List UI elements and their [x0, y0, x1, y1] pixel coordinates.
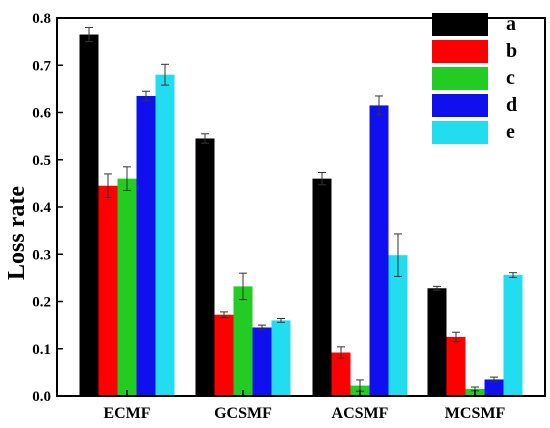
bar-a-gcsmf [195, 138, 215, 397]
bar-d-gcsmf [252, 327, 272, 396]
y-tick-label: 0.4 [32, 200, 51, 216]
legend-label-d: d [506, 94, 517, 116]
bar-d-acsmf [369, 105, 389, 396]
y-tick-label: 0.7 [32, 58, 51, 74]
legend-swatch-d [432, 94, 488, 117]
bar-a-ecmf [79, 34, 99, 396]
bar-group [79, 26, 523, 397]
bar-c-ecmf [117, 178, 137, 396]
legend-label-a: a [506, 13, 516, 35]
legend-swatch-b [432, 40, 488, 63]
bar-e-acsmf [388, 255, 408, 396]
y-axis-label: Loss rate [4, 186, 30, 280]
y-tick-label: 0.0 [32, 389, 51, 405]
legend-label-c: c [506, 67, 515, 89]
legend-label-b: b [506, 40, 517, 62]
bar-e-gcsmf [271, 320, 291, 396]
x-tick-label: GCSMF [214, 405, 272, 422]
x-tick-label: MCSMF [445, 405, 506, 422]
legend-swatch-a [432, 13, 488, 36]
legend-swatch-e [432, 121, 488, 144]
bar-b-gcsmf [214, 314, 234, 396]
y-tick-label: 0.6 [32, 106, 51, 122]
x-tick-label: ECMF [103, 405, 150, 422]
x-tick-label: ACSMF [332, 405, 389, 422]
y-tick-label: 0.3 [32, 247, 51, 263]
legend-swatch-c [432, 67, 488, 90]
bar-e-mcsmf [503, 275, 523, 396]
bar-a-mcsmf [427, 288, 447, 396]
bar-b-ecmf [98, 185, 118, 396]
bar-e-ecmf [155, 74, 175, 396]
y-tick-label: 0.8 [32, 11, 51, 27]
bar-b-acsmf [331, 352, 351, 396]
y-tick-label: 0.5 [32, 153, 51, 169]
bar-d-mcsmf [484, 379, 504, 396]
bar-b-mcsmf [446, 336, 466, 396]
axes: 0.0 0.1 0.2 0.3 0.4 0.5 0.6 0.7 0.8 ECMF GCSMF ACSM… [32, 11, 546, 422]
y-tick-label: 0.1 [32, 342, 51, 358]
bar-a-acsmf [312, 178, 332, 396]
legend-label-e: e [506, 121, 515, 143]
y-tick-label: 0.2 [32, 295, 51, 311]
bar-c-gcsmf [233, 286, 253, 396]
bar-d-ecmf [136, 95, 156, 397]
